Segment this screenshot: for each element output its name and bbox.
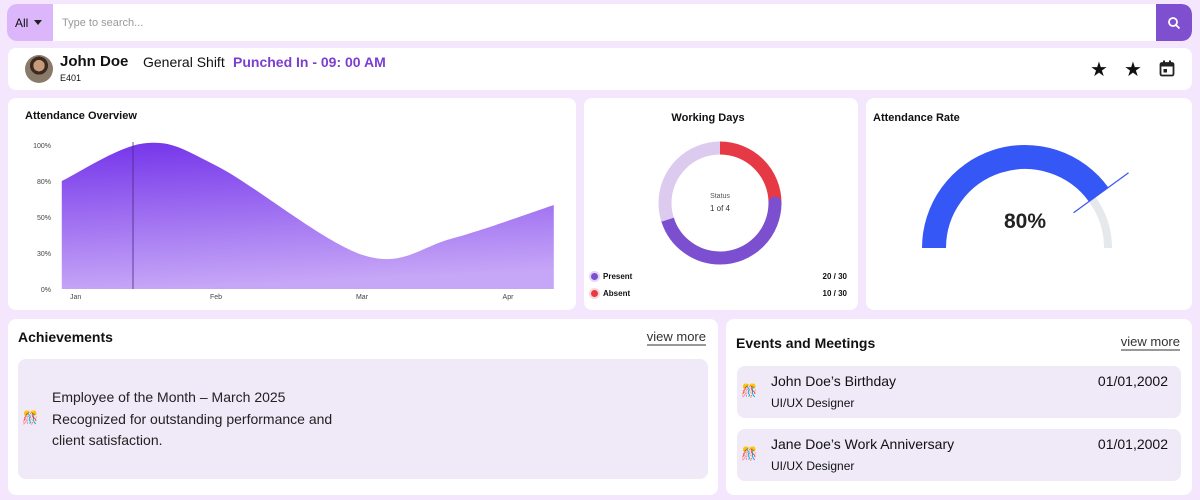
y-tick-label: 0%	[41, 287, 51, 294]
event-item[interactable]: 🎊 Jane Doe’s Work Anniversary UI/UX Desi…	[737, 429, 1181, 481]
event-item[interactable]: 🎊 John Doe’s Birthday UI/UX Designer 01/…	[737, 366, 1181, 418]
legend-value: 10 / 30	[822, 289, 847, 298]
donut-chart	[658, 141, 782, 265]
legend-dot	[591, 273, 598, 280]
confetti-icon: 🎊	[22, 410, 39, 425]
search-bar: All	[7, 4, 1192, 41]
events-card: Events and Meetings view more 🎊 John Doe…	[726, 319, 1192, 495]
employee-name: John Doe	[60, 53, 129, 70]
star-icon[interactable]: ★	[1090, 59, 1108, 81]
gauge-value: 80%	[1003, 210, 1047, 233]
event-date: 01/01,2002	[1097, 373, 1168, 389]
legend-value: 20 / 30	[822, 272, 847, 281]
achievement-text: Recognized for outstanding performance a…	[52, 410, 333, 427]
section-title: Events and Meetings	[736, 335, 876, 351]
search-input[interactable]	[53, 4, 1153, 41]
chart-title: Working Days	[671, 112, 745, 124]
x-tick-label: Feb	[210, 294, 222, 301]
legend-present: Present	[591, 272, 632, 281]
x-tick-label: Apr	[503, 294, 515, 301]
event-date: 01/01,2002	[1097, 436, 1168, 452]
event-title: John Doe’s Birthday	[771, 373, 897, 389]
y-tick-label: 30%	[37, 251, 51, 258]
event-role: UI/UX Designer	[771, 396, 855, 410]
x-tick-label: Mar	[356, 294, 369, 301]
y-tick-label: 50%	[37, 215, 51, 222]
avatar[interactable]	[25, 55, 53, 83]
donut-center-value: 1 of 4	[709, 204, 730, 213]
event-role: UI/UX Designer	[771, 459, 855, 473]
donut-segment-remaining	[658, 141, 782, 265]
donut-segment-present	[658, 141, 782, 265]
gauge-value-arc	[922, 145, 1109, 249]
area-chart: 0% 30% 50% 80% 100% Jan Feb Mar Apr	[33, 142, 554, 301]
area-series	[61, 142, 554, 289]
working-days-card: Working Days Status 1 of 4 Present 20 / …	[584, 98, 858, 310]
legend-dot	[591, 290, 598, 297]
legend-label: Absent	[603, 289, 631, 298]
chevron-down-icon	[34, 20, 43, 25]
achievement-text: client satisfaction.	[52, 432, 163, 448]
search-icon	[1168, 16, 1181, 29]
view-more-link[interactable]: view more	[1120, 334, 1180, 351]
attendance-rate-card: Attendance Rate 80%	[866, 98, 1192, 310]
achievement-title: Employee of the Month – March 2025	[52, 389, 286, 405]
x-tick-label: Jan	[70, 294, 81, 301]
shift-label: General Shift	[143, 54, 225, 70]
chart-title: Attendance Rate	[873, 112, 960, 124]
profile-header: John Doe E401 General Shift Punched In -…	[8, 48, 1192, 90]
category-dropdown[interactable]: All	[7, 4, 53, 41]
star-icon[interactable]: ★	[1124, 59, 1142, 81]
category-label: All	[15, 15, 29, 30]
employee-id: E401	[60, 73, 82, 83]
event-title: Jane Doe’s Work Anniversary	[771, 436, 955, 452]
gauge-marker	[1073, 172, 1129, 214]
achievements-card: Achievements view more 🎊 Employee of the…	[8, 319, 718, 495]
section-title: Achievements	[18, 329, 113, 345]
y-tick-label: 100%	[33, 143, 51, 150]
calendar-icon[interactable]	[1159, 60, 1175, 77]
punch-status: Punched In - 09: 00 AM	[233, 54, 386, 70]
donut-center-label: Status	[710, 193, 730, 200]
legend-label: Present	[603, 272, 633, 281]
search-button[interactable]	[1156, 4, 1192, 41]
gauge-track	[1088, 196, 1112, 249]
confetti-icon: 🎊	[741, 446, 758, 461]
confetti-icon: 🎊	[741, 383, 758, 398]
attendance-overview-card: Attendance Overview 0% 30% 50% 80% 100% Jan Fe…	[8, 98, 576, 310]
achievement-item: 🎊 Employee of the Month – March 2025 Rec…	[18, 359, 708, 479]
gauge-chart	[922, 145, 1129, 249]
chart-title: Attendance Overview	[25, 110, 137, 122]
legend-absent: Absent	[591, 289, 630, 298]
view-more-link[interactable]: view more	[646, 329, 706, 346]
y-tick-label: 80%	[37, 179, 51, 186]
